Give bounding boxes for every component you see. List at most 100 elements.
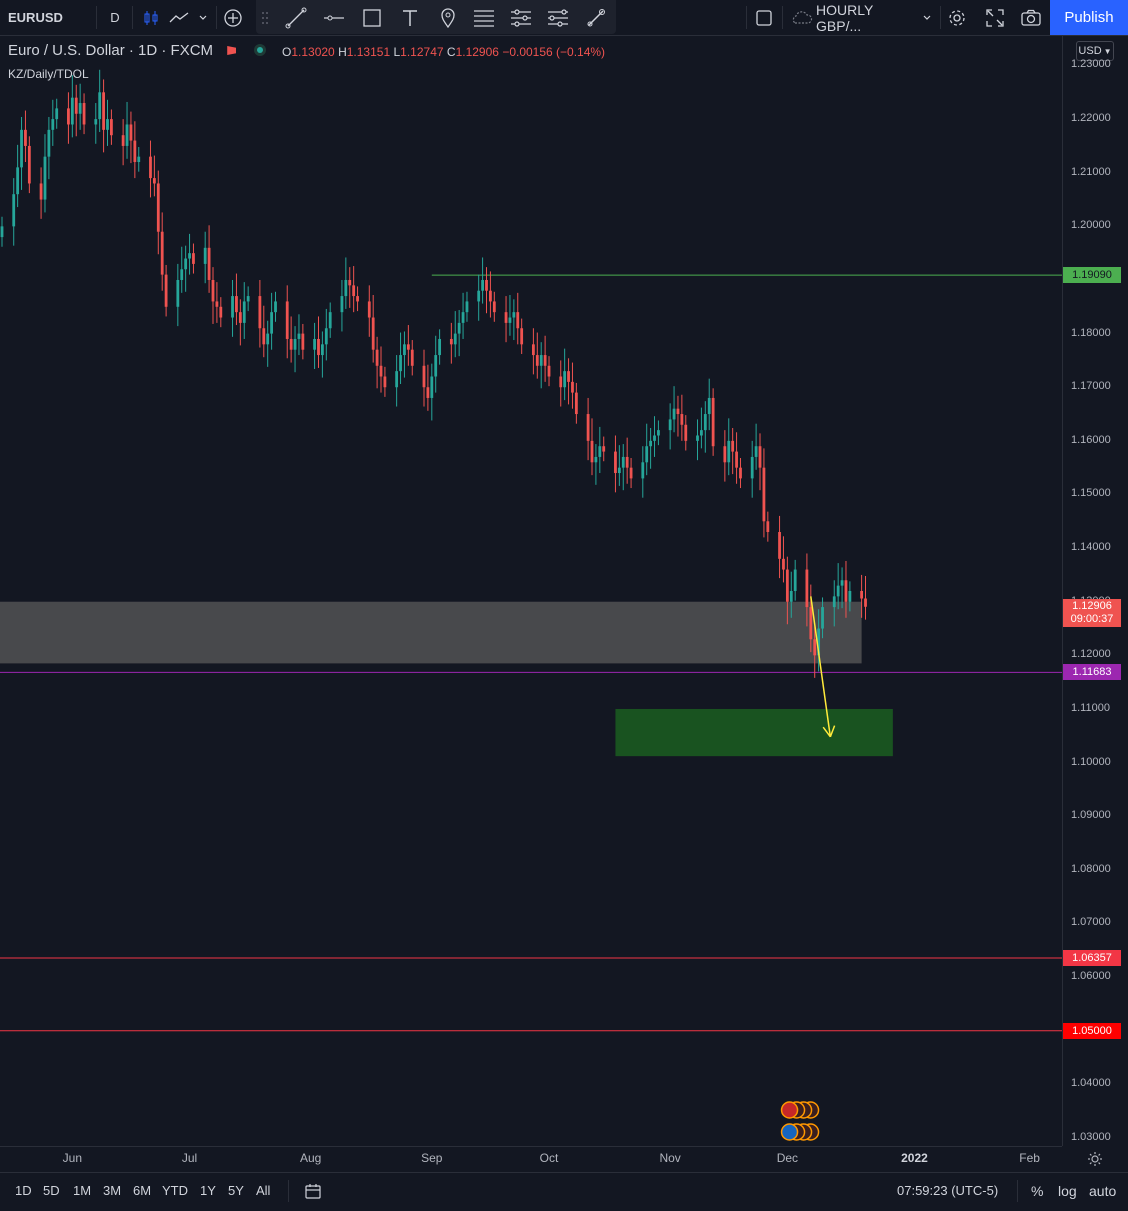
candle-body-100 — [547, 365, 551, 377]
forecast-arrow-head-0[interactable] — [822, 726, 831, 738]
level-price-label[interactable]: 1.05000 — [1063, 1022, 1121, 1039]
candle-body-47 — [262, 328, 266, 345]
publish-button[interactable]: Publish — [1050, 0, 1128, 35]
time-axis[interactable] — [0, 1146, 1062, 1173]
candle-body-85 — [465, 301, 469, 313]
currency-label: USD — [1078, 45, 1102, 57]
candle-body-104 — [571, 381, 574, 393]
candles-icon[interactable] — [140, 0, 162, 35]
candle-body-46 — [258, 296, 262, 329]
candle-body-103 — [567, 371, 570, 382]
level-price-label[interactable]: 1.19090 — [1063, 267, 1121, 284]
pattern-tool-icon[interactable] — [509, 0, 533, 35]
horizontal-line-icon[interactable] — [322, 0, 346, 35]
range-1d-button[interactable]: 1D — [15, 1183, 32, 1198]
chevron-down-icon[interactable] — [920, 0, 934, 35]
interval-button[interactable]: D — [110, 10, 120, 25]
level-price-label[interactable]: 1.11683 — [1063, 664, 1121, 681]
candle-body-76 — [422, 365, 426, 388]
trend-line-icon[interactable] — [284, 0, 308, 35]
text-tool-icon[interactable] — [398, 0, 422, 35]
candle-body-8 — [47, 129, 51, 157]
candle-body-73 — [403, 344, 406, 356]
candle-body-96 — [531, 344, 535, 356]
forecast-arrow-head-1[interactable] — [829, 725, 836, 738]
time-label-jul: Jul — [181, 1151, 198, 1165]
candle-body-114 — [625, 456, 629, 468]
layout-name[interactable]: HOURLY GBP/... — [816, 1, 874, 34]
candle-body-117 — [645, 446, 649, 463]
brush-icon[interactable] — [584, 0, 608, 35]
price-axis[interactable] — [1062, 36, 1128, 1146]
us-flag-event-icon[interactable] — [780, 1101, 799, 1119]
candle-body-110 — [602, 446, 606, 452]
candle-body-35 — [192, 253, 195, 264]
candle-body-25 — [137, 156, 141, 163]
line-chart-icon[interactable] — [168, 0, 190, 35]
divider — [288, 1180, 289, 1202]
indicator-label[interactable]: KZ/Daily/TDOL — [8, 67, 89, 81]
market-status-icon[interactable] — [254, 44, 267, 56]
last-price-label[interactable]: 1.12906 09:00:37 — [1063, 598, 1121, 627]
flag-icon[interactable] — [227, 46, 237, 55]
candle-body-21 — [121, 135, 125, 146]
price-tick: 1.04000 — [1071, 1077, 1111, 1090]
range-5y-button[interactable]: 5Y — [228, 1183, 244, 1198]
candle-body-10 — [55, 108, 59, 120]
range-3m-button[interactable]: 3M — [103, 1183, 122, 1198]
eu-flag-event-icon[interactable] — [780, 1123, 799, 1141]
percent-toggle[interactable]: % — [1031, 1183, 1044, 1199]
fullscreen-icon[interactable] — [983, 0, 1007, 35]
price-tick: 1.06000 — [1071, 970, 1111, 983]
price-tick: 1.23000 — [1071, 58, 1111, 71]
candle-body-67 — [371, 317, 375, 350]
fib-retracement-icon[interactable] — [472, 0, 496, 35]
square-icon[interactable] — [752, 0, 776, 35]
gray-zone[interactable] — [0, 601, 862, 664]
candle-body-145 — [793, 569, 797, 591]
divider — [782, 6, 783, 29]
candle-body-23 — [129, 124, 133, 141]
candle-body-51 — [285, 301, 289, 339]
log-toggle[interactable]: log — [1058, 1183, 1077, 1199]
clock-timezone[interactable]: 07:59:23 (UTC-5) — [897, 1183, 999, 1198]
chevron-down-icon[interactable] — [196, 0, 210, 35]
candle-body-64 — [352, 285, 356, 297]
range-5d-button[interactable]: 5D — [43, 1183, 60, 1198]
level-price-label[interactable]: 1.06357 — [1063, 949, 1121, 966]
calendar-goto-icon[interactable] — [302, 1178, 324, 1204]
candle-body-66 — [367, 301, 371, 318]
cloud-icon[interactable] — [788, 0, 814, 35]
range-all-button[interactable]: All — [256, 1183, 271, 1198]
candle-body-45 — [246, 296, 250, 302]
add-indicator-icon[interactable] — [222, 0, 244, 35]
candle-body-59 — [324, 328, 328, 345]
range-1y-button[interactable]: 1Y — [200, 1183, 216, 1198]
location-pin-icon[interactable] — [436, 0, 460, 35]
gear-icon[interactable] — [945, 0, 969, 35]
range-ytd-button[interactable]: YTD — [162, 1183, 188, 1198]
candle-body-105 — [574, 392, 578, 415]
symbol-search[interactable]: EURUSD — [8, 10, 63, 25]
high-label: H — [338, 45, 347, 59]
range-1m-button[interactable]: 1M — [73, 1183, 92, 1198]
candle-body-99 — [543, 355, 547, 366]
currency-selector[interactable]: USD ▼ — [1076, 41, 1114, 61]
drag-handle-icon[interactable] — [258, 0, 272, 35]
candle-body-101 — [559, 376, 563, 388]
auto-toggle[interactable]: auto — [1089, 1183, 1117, 1199]
candle-body-48 — [266, 333, 270, 345]
forecast-tool-icon[interactable] — [546, 0, 570, 35]
range-6m-button[interactable]: 6M — [133, 1183, 152, 1198]
camera-icon[interactable] — [1019, 0, 1043, 35]
candle-body-116 — [641, 462, 645, 479]
settings-sun-icon[interactable] — [1084, 1147, 1106, 1171]
rectangle-icon[interactable] — [360, 0, 384, 35]
divider — [1017, 1180, 1018, 1202]
forecast-arrow[interactable] — [810, 596, 832, 737]
price-chart[interactable] — [0, 36, 1062, 1146]
green-target-zone[interactable] — [615, 708, 893, 757]
candle-body-77 — [426, 387, 430, 398]
symbol-title: Euro / U.S. Dollar · 1D · FXCM — [8, 42, 214, 59]
candle-body-95 — [520, 328, 524, 345]
